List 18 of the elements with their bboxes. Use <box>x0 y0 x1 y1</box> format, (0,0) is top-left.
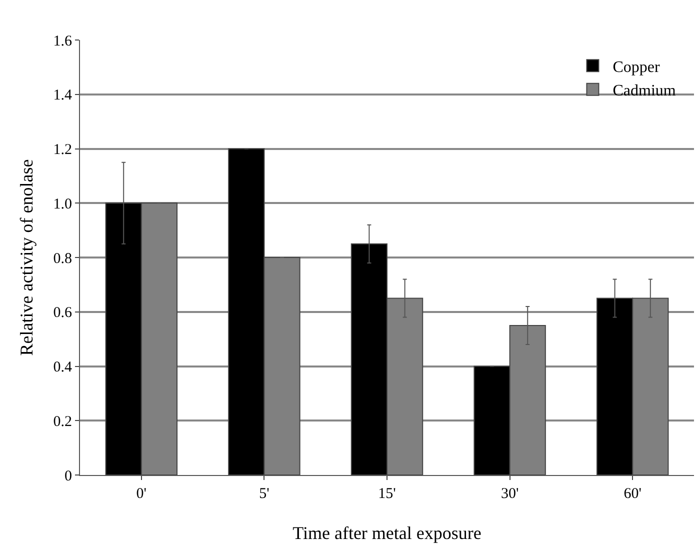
x-tick-label: 60' <box>624 486 642 502</box>
y-tick-label: 1.2 <box>53 142 72 158</box>
y-tick-label: 0.6 <box>53 305 72 322</box>
x-tick-label: 15' <box>378 486 396 502</box>
y-tick-label: 1.6 <box>53 33 72 50</box>
y-tick-label: 0.4 <box>53 360 72 376</box>
y-tick-label: 0.2 <box>53 414 72 430</box>
legend-label: Cadmium <box>612 82 676 100</box>
x-tick-label: 0' <box>136 486 147 502</box>
y-axis-title: Relative activity of enolase <box>16 159 36 356</box>
x-axis-title: Time after metal exposure <box>292 523 482 544</box>
legend-label: Copper <box>612 58 660 76</box>
y-tick-label: 1.4 <box>53 88 72 104</box>
y-tick-label: 0.8 <box>53 250 72 267</box>
y-tick-label: 1.0 <box>53 196 72 212</box>
x-tick-label: 5' <box>259 486 270 502</box>
y-tick-label: 0 <box>64 468 72 484</box>
x-tick-label: 30' <box>500 486 519 502</box>
